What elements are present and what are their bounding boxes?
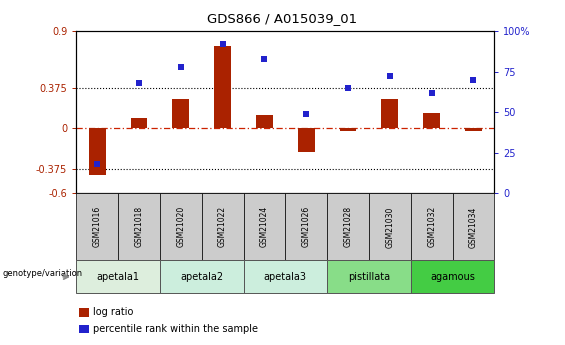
Bar (465, 128, 482, 130)
Bar (298, 128, 315, 152)
Bar (172, 99, 189, 128)
Point (385, 74, 394, 79)
Point (427, 90, 436, 96)
Point (344, 85, 353, 91)
Text: GSM21022: GSM21022 (218, 206, 227, 247)
Text: GSM21020: GSM21020 (176, 206, 185, 247)
Text: GSM21028: GSM21028 (344, 206, 353, 247)
Point (134, 80, 144, 86)
Text: log ratio: log ratio (93, 307, 133, 317)
Text: percentile rank within the sample: percentile rank within the sample (93, 324, 258, 334)
Text: GSM21016: GSM21016 (93, 206, 102, 247)
Point (218, 41, 227, 47)
Text: apetala3: apetala3 (264, 272, 307, 282)
Point (469, 77, 478, 82)
Bar (89, 128, 106, 175)
Point (93, 161, 102, 167)
Text: apetala2: apetala2 (180, 272, 223, 282)
Text: GSM21026: GSM21026 (302, 206, 311, 247)
Text: apetala1: apetala1 (97, 272, 140, 282)
Text: GSM21034: GSM21034 (469, 206, 478, 247)
Bar (381, 99, 398, 128)
Point (176, 64, 185, 69)
Point (260, 56, 269, 61)
Bar (131, 118, 147, 128)
Text: genotype/variation: genotype/variation (3, 269, 83, 278)
Text: GSM21018: GSM21018 (134, 206, 144, 247)
Text: GSM21024: GSM21024 (260, 206, 269, 247)
Text: GDS866 / A015039_01: GDS866 / A015039_01 (207, 12, 358, 25)
Bar (340, 128, 357, 130)
Point (302, 111, 311, 117)
Text: agamous: agamous (430, 272, 475, 282)
Text: pistillata: pistillata (348, 272, 390, 282)
Bar (256, 115, 273, 128)
Bar (423, 113, 440, 128)
Bar (214, 46, 231, 128)
Text: GSM21030: GSM21030 (385, 206, 394, 247)
Text: GSM21032: GSM21032 (427, 206, 436, 247)
